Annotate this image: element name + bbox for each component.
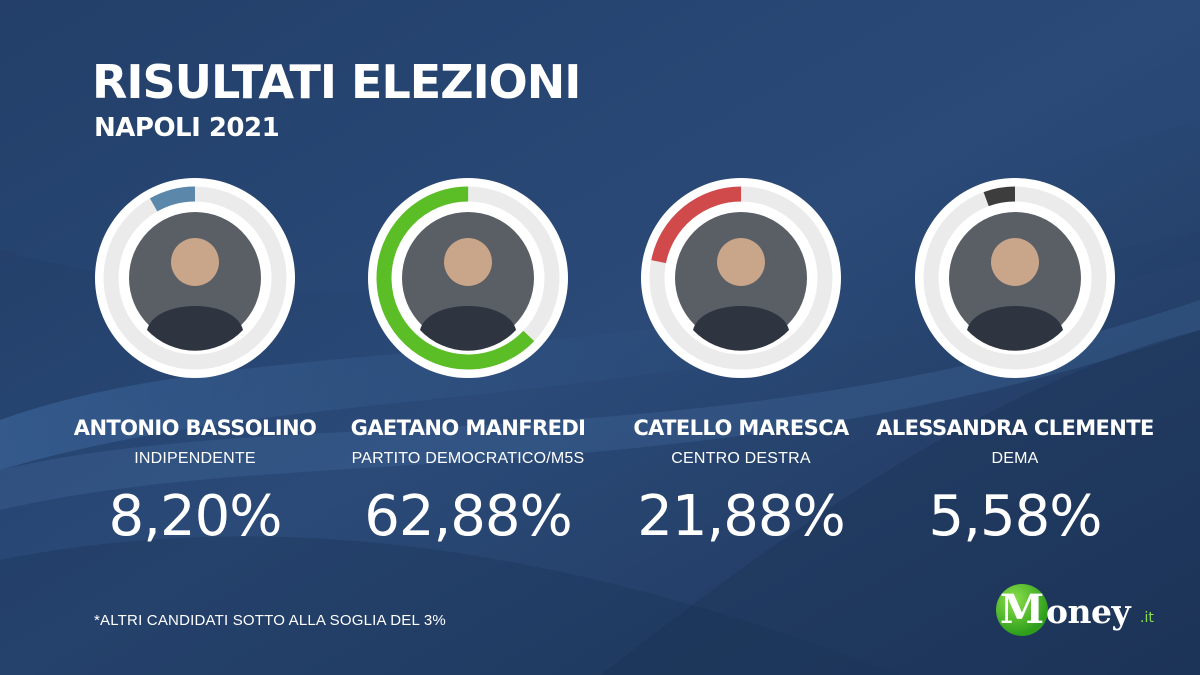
candidate-party: DEMA xyxy=(991,450,1039,467)
ring-chart xyxy=(95,178,295,378)
logo-suffix: .it xyxy=(1140,610,1154,626)
result-arc xyxy=(923,186,1107,370)
candidate-name: ANTONIO BASSOLINO xyxy=(73,416,317,440)
ring-chart xyxy=(641,178,841,378)
footnote: *ALTRI CANDIDATI SOTTO ALLA SOGLIA DEL 3… xyxy=(94,612,446,629)
candidate-card-clemente: ALESSANDRA CLEMENTE DEMA 5,58% xyxy=(876,178,1154,558)
candidate-card-maresca: CATELLO MARESCA CENTRO DESTRA 21,88% xyxy=(606,178,876,558)
candidate-name: CATELLO MARESCA xyxy=(633,416,849,440)
portrait-head xyxy=(717,238,765,286)
money-it-logo[interactable]: M oney .it xyxy=(996,584,1166,640)
candidate-party: PARTITO DEMOCRATICO/M5S xyxy=(351,450,585,467)
page-title: RISULTATI ELEZIONI xyxy=(92,55,581,109)
page-subtitle: NAPOLI 2021 xyxy=(94,113,280,143)
portrait-head xyxy=(444,238,492,286)
portrait-shoulders xyxy=(147,306,243,351)
candidate-card-bassolino: ANTONIO BASSOLINO INDIPENDENTE 8,20% xyxy=(60,178,330,558)
candidate-party: CENTRO DESTRA xyxy=(671,450,811,467)
candidate-name: ALESSANDRA CLEMENTE xyxy=(876,416,1154,440)
ring-track xyxy=(923,186,1107,370)
candidate-card-manfredi: GAETANO MANFREDI PARTITO DEMOCRATICO/M5S… xyxy=(333,178,603,558)
portrait-shoulders xyxy=(693,306,789,351)
logo-wordmark: oney xyxy=(1046,592,1131,631)
candidate-name: GAETANO MANFREDI xyxy=(350,416,586,440)
candidate-percentage: 21,88% xyxy=(637,484,846,549)
portrait-head xyxy=(991,238,1039,286)
logo-initial: M xyxy=(996,584,1048,636)
portrait-shoulders xyxy=(420,306,516,351)
candidate-percentage: 8,20% xyxy=(108,484,283,549)
result-arc xyxy=(376,186,560,370)
portrait-head xyxy=(171,238,219,286)
ring-chart xyxy=(915,178,1115,378)
candidate-percentage: 5,58% xyxy=(928,484,1103,549)
portrait-shoulders xyxy=(967,306,1063,351)
candidate-percentage: 62,88% xyxy=(364,484,573,549)
ring-chart xyxy=(368,178,568,378)
result-arc xyxy=(649,186,833,370)
result-arc xyxy=(103,186,287,370)
candidate-party: INDIPENDENTE xyxy=(134,450,256,467)
